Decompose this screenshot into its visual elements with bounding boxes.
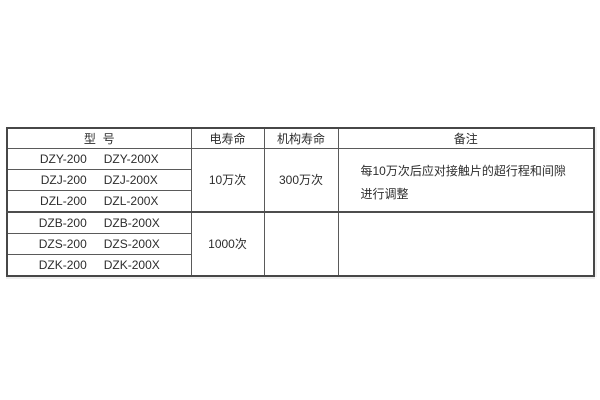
table-row-dzs: DZS-200 DZS-200X: [6, 233, 594, 255]
model-name: DZY-200: [39, 152, 87, 166]
electrical-life-group1: 10万次: [190, 148, 265, 213]
header-row: 型 号 电寿命 机构寿命 备注: [6, 127, 595, 149]
model-name: DZB-200: [38, 216, 87, 230]
model-name-variant: DZK-200X: [103, 258, 160, 272]
model-pair: DZS-200 DZS-200X: [8, 237, 190, 251]
spec-table: 型 号 电寿命 机构寿命 备注 DZY-200 DZY-200X 10万次 30…: [6, 127, 595, 277]
mechanism-life-group2: [263, 211, 339, 277]
model-cell-dzj: DZJ-200 DZJ-200X: [6, 169, 192, 191]
remarks-line-1: 每10万次后应对接触片的超行程和间隙: [360, 163, 566, 178]
remarks-lines: 每10万次后应对接触片的超行程和间隙 进行调整: [361, 161, 586, 200]
remarks-lines: [361, 237, 586, 252]
model-cell-dzy: DZY-200 DZY-200X: [6, 148, 192, 170]
model-pair: DZY-200 DZY-200X: [8, 152, 190, 166]
model-name: DZL-200: [40, 194, 87, 208]
table-row-dzk: DZK-200 DZK-200X: [6, 254, 594, 277]
table-row-dzy: DZY-200 DZY-200X 10万次 300万次 每10万次后应对接触片的…: [6, 148, 595, 213]
model-name-variant: DZJ-200X: [103, 173, 158, 187]
model-name-variant: DZL-200X: [103, 194, 159, 208]
model-cell-dzl: DZL-200 DZL-200X: [6, 190, 192, 213]
model-name: DZJ-200: [40, 173, 87, 187]
col-header-remarks: 备注: [337, 127, 595, 149]
table-row-dzj: DZJ-200 DZJ-200X: [6, 169, 594, 191]
remarks-cell-group2: [337, 211, 595, 277]
mechanism-life-group1: 300万次: [263, 148, 339, 213]
model-pair: DZB-200 DZB-200X: [8, 216, 190, 230]
model-name-variant: DZB-200X: [103, 216, 160, 230]
electrical-life-group2: 1000次: [190, 211, 265, 277]
model-cell-dzb: DZB-200 DZB-200X: [6, 211, 192, 234]
col-header-mechanism-life: 机构寿命: [263, 127, 339, 149]
remarks-line-2: 进行调整: [360, 186, 409, 201]
model-name-variant: DZY-200X: [103, 152, 159, 166]
model-pair: DZJ-200 DZJ-200X: [8, 173, 190, 187]
model-pair: DZK-200 DZK-200X: [8, 258, 190, 272]
table-row-dzl: DZL-200 DZL-200X: [6, 190, 594, 213]
col-header-model: 型 号: [6, 127, 192, 149]
model-name: DZK-200: [38, 258, 87, 272]
model-cell-dzs: DZS-200 DZS-200X: [6, 233, 192, 255]
model-pair: DZL-200 DZL-200X: [8, 194, 190, 208]
col-header-electrical-life: 电寿命: [190, 127, 265, 149]
table-row-dzb: DZB-200 DZB-200X 1000次: [6, 211, 595, 277]
model-name: DZS-200: [38, 237, 87, 251]
model-name-variant: DZS-200X: [103, 237, 160, 251]
model-cell-dzk: DZK-200 DZK-200X: [6, 254, 192, 277]
remarks-cell-group1: 每10万次后应对接触片的超行程和间隙 进行调整: [337, 148, 595, 213]
